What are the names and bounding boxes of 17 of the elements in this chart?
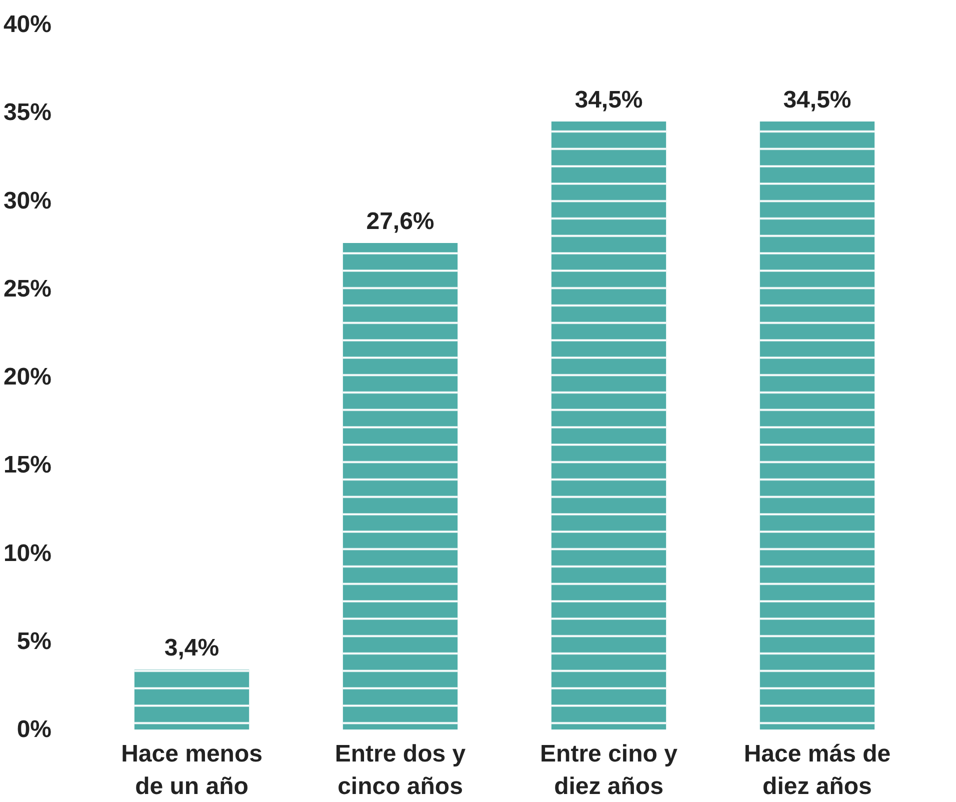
x-tick-label: Hace más de diez años [744,740,891,800]
x-tick-label: Entre dos y cinco años [334,740,466,800]
y-tick-label: 5% [16,628,52,655]
y-tick-label: 30% [3,187,52,214]
y-tick-label: 40% [3,11,52,38]
data-label: 34,5% [783,86,852,114]
data-label: 34,5% [574,86,643,114]
x-tick-label: Entre cino y diez años [540,740,678,800]
y-tick-label: 25% [3,275,52,302]
y-tick-label: 0% [16,716,52,743]
y-tick-label: 35% [3,99,52,126]
y-tick-label: 15% [3,452,52,479]
x-tick-label: Hace menos de un año [121,740,262,800]
data-label: 3,4% [164,634,220,662]
y-tick-label: 10% [3,540,52,567]
data-label: 27,6% [366,208,434,236]
y-tick-label: 20% [3,364,52,390]
